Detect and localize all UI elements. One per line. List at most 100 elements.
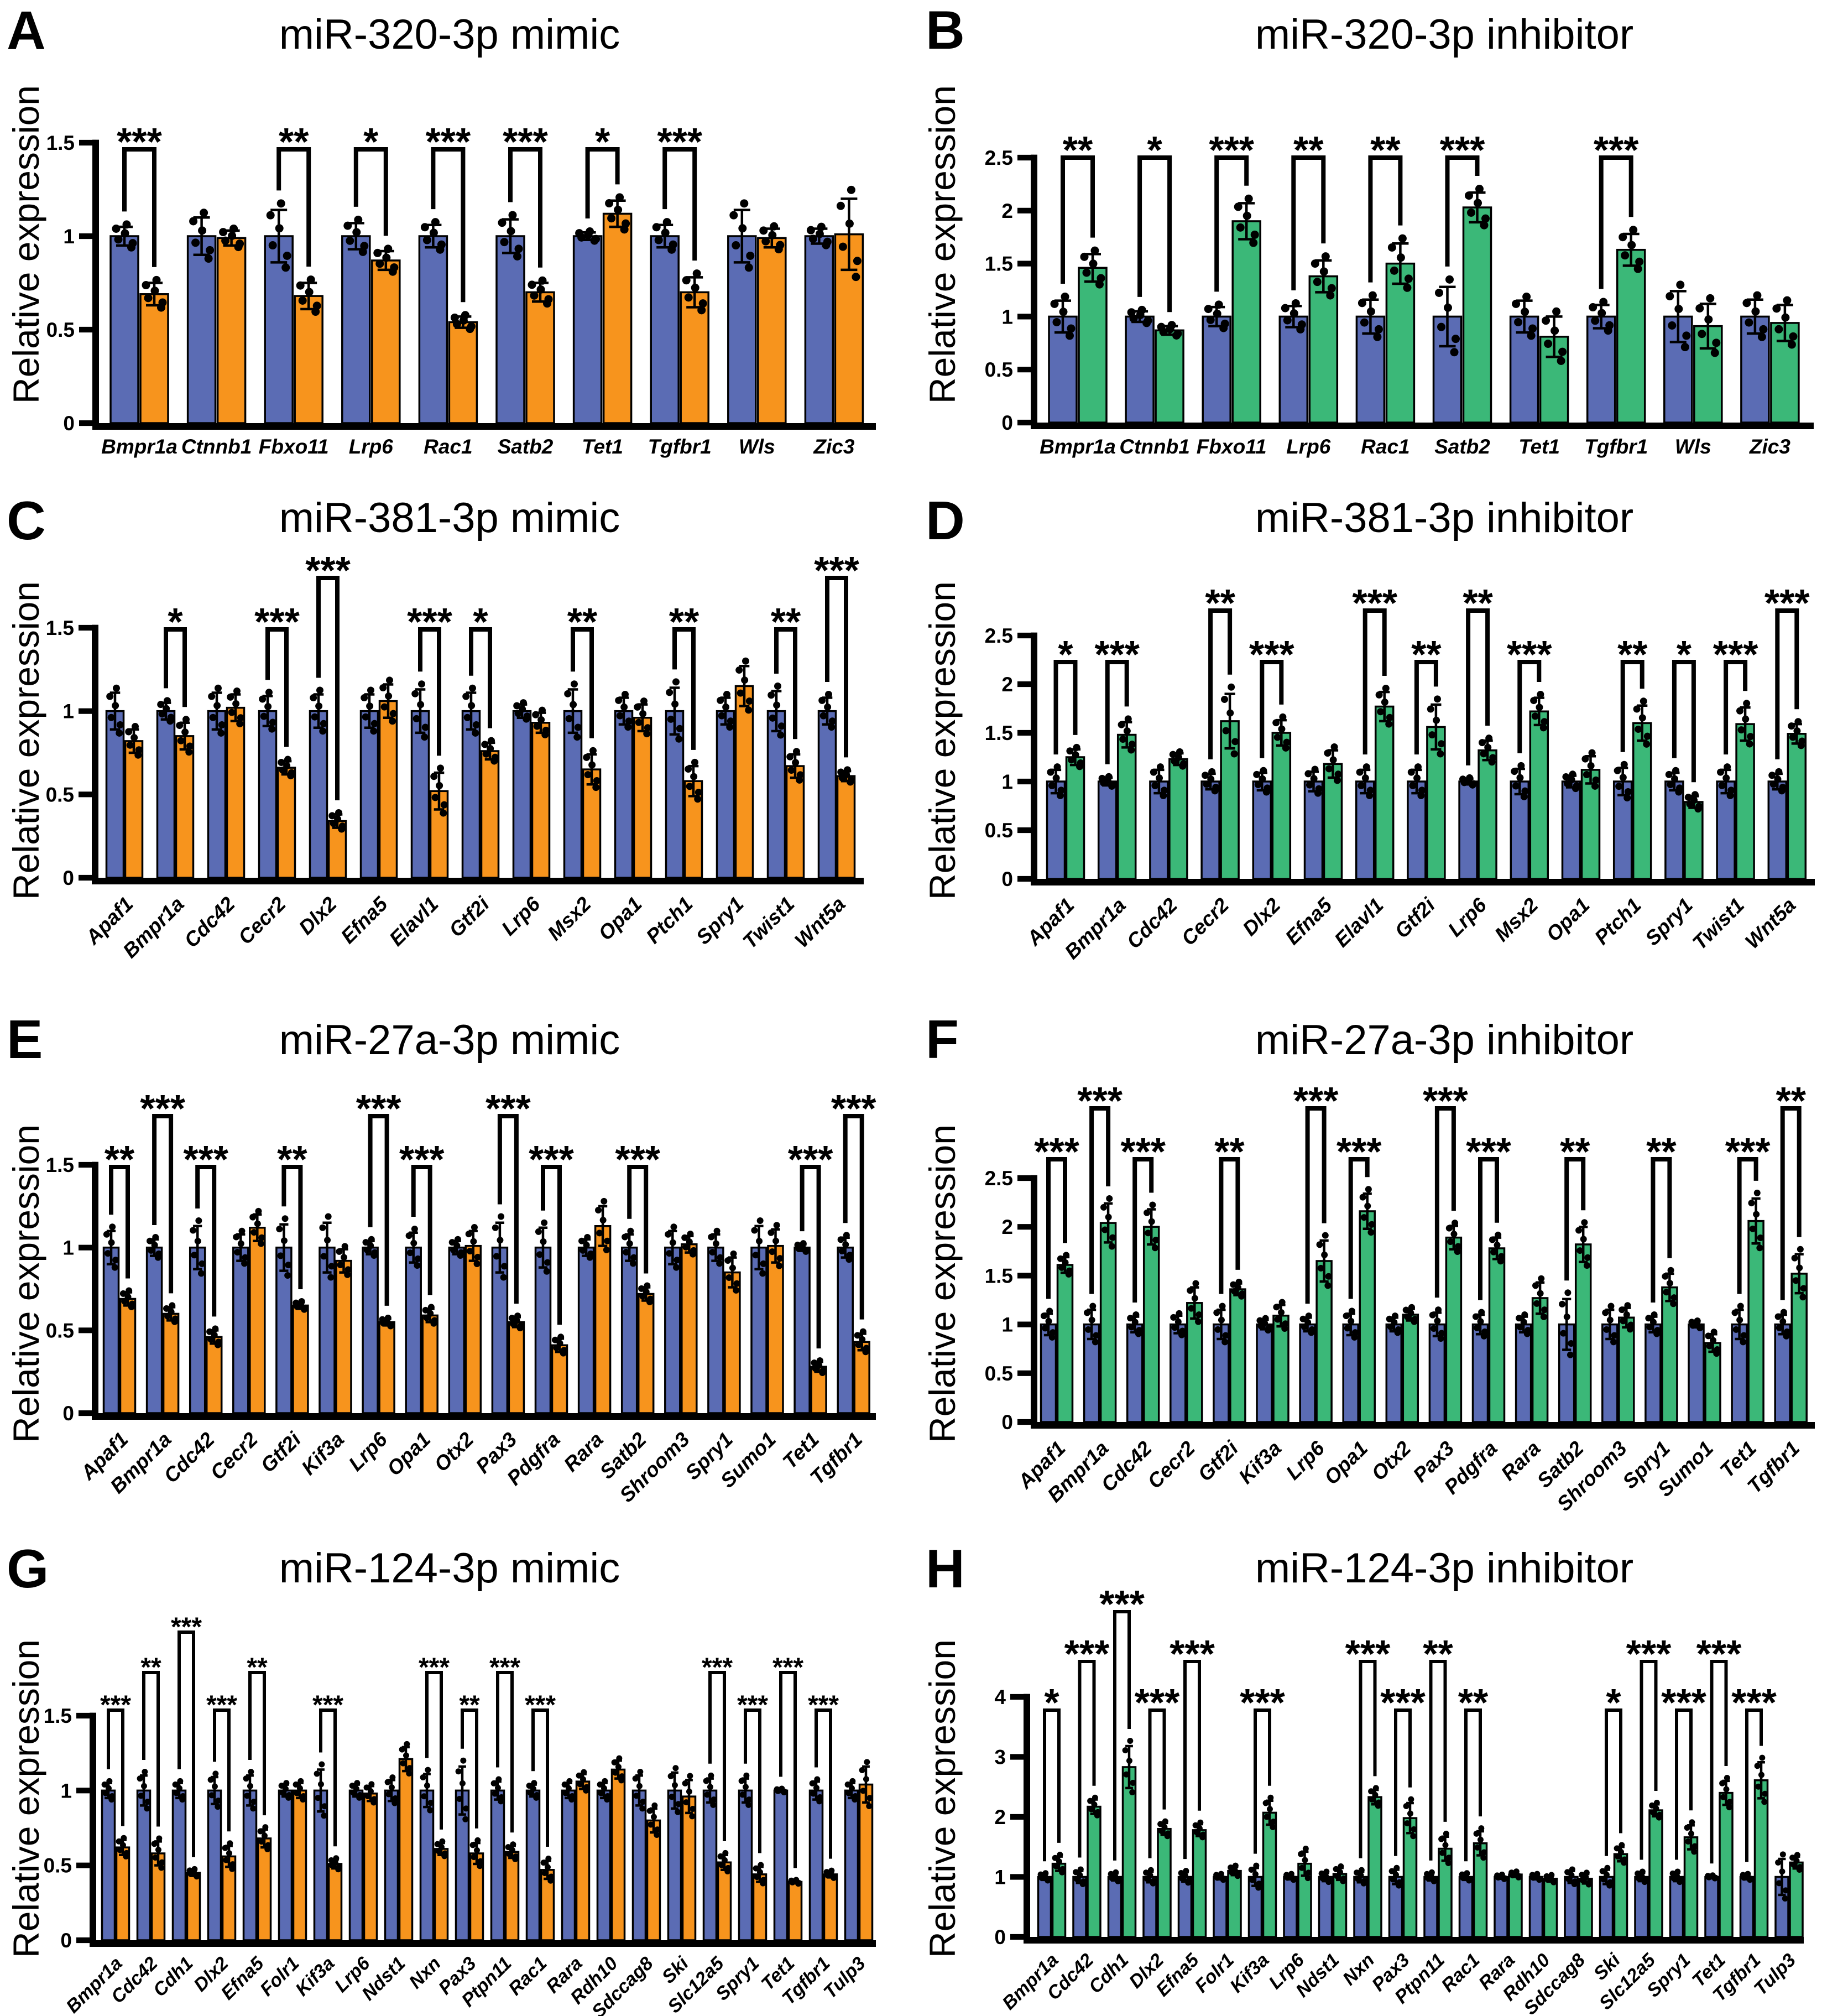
- bar-inhibitor: [1578, 1878, 1593, 1938]
- data-point: [1360, 1214, 1367, 1221]
- data-point: [1614, 767, 1621, 774]
- data-point: [1270, 1824, 1276, 1830]
- data-point: [1204, 305, 1213, 314]
- data-point: [670, 1223, 677, 1231]
- error-bar: [1104, 1202, 1113, 1244]
- data-point: [223, 1857, 229, 1863]
- data-point: [279, 1789, 286, 1796]
- bar-control: [1688, 1323, 1705, 1423]
- bar-control: [258, 710, 278, 879]
- data-point: [1768, 772, 1776, 779]
- data-point: [227, 693, 234, 701]
- data-point: [1431, 1876, 1438, 1883]
- data-point: [1726, 1804, 1732, 1811]
- data-point: [1742, 715, 1750, 723]
- data-point: [1206, 315, 1215, 324]
- error-bar: [668, 1230, 677, 1265]
- data-point: [819, 712, 827, 720]
- data-point: [1080, 1878, 1087, 1885]
- y-tick-label: 1.5: [985, 253, 1013, 275]
- data-point: [238, 1227, 246, 1234]
- data-point: [1727, 786, 1735, 794]
- data-point: [687, 1773, 693, 1779]
- data-point: [1372, 1791, 1379, 1798]
- data-point: [1580, 1236, 1587, 1243]
- data-point: [1156, 763, 1164, 771]
- data-point: [1781, 313, 1790, 322]
- data-point: [208, 692, 216, 700]
- data-point: [1301, 1323, 1308, 1330]
- data-point: [817, 222, 826, 231]
- data-point: [514, 710, 522, 717]
- bar-control: [1645, 1323, 1662, 1423]
- data-point: [632, 1775, 639, 1782]
- data-point: [1250, 230, 1259, 239]
- data-point: [1368, 1221, 1375, 1228]
- data-point: [1537, 1876, 1543, 1882]
- significance-bracket: [281, 1165, 303, 1289]
- data-point: [1691, 1848, 1698, 1855]
- data-point: [738, 1778, 745, 1784]
- error-bar: [246, 1774, 254, 1807]
- data-point: [1129, 314, 1138, 323]
- data-point: [592, 784, 600, 791]
- data-point: [1536, 704, 1543, 711]
- data-point: [1299, 1315, 1307, 1322]
- data-point: [1746, 740, 1753, 748]
- bar-control: [448, 1246, 466, 1414]
- significance-bracket: [1214, 155, 1249, 292]
- data-point: [616, 712, 624, 720]
- data-point: [1403, 283, 1412, 292]
- data-point: [509, 1320, 516, 1327]
- data-point: [126, 741, 134, 749]
- data-point: [1315, 785, 1323, 793]
- data-point: [1149, 1201, 1156, 1208]
- bar-group: Slc12a5***: [1595, 1632, 1672, 2014]
- data-point: [1391, 1319, 1398, 1326]
- data-point: [260, 712, 268, 720]
- data-point: [465, 1231, 472, 1238]
- data-point: [198, 226, 207, 235]
- data-point: [1455, 1243, 1461, 1250]
- bar-group: Nxn***: [1339, 1632, 1391, 1989]
- data-point: [1437, 322, 1445, 331]
- data-point: [1541, 718, 1548, 726]
- data-point: [1283, 316, 1292, 325]
- bar-control: [1318, 1876, 1333, 1938]
- data-point: [745, 697, 753, 705]
- bar-control: [109, 235, 139, 424]
- data-point: [622, 1233, 629, 1241]
- data-point: [751, 1227, 758, 1234]
- data-point: [1591, 782, 1599, 790]
- bar-control: [1423, 1876, 1438, 1938]
- data-point: [1793, 727, 1801, 734]
- y-axis-label: Relative expression: [6, 1124, 46, 1443]
- data-point: [490, 1780, 497, 1786]
- significance-label: *: [595, 120, 610, 163]
- data-point: [761, 237, 770, 246]
- data-point: [1619, 1306, 1626, 1314]
- data-point: [1472, 1313, 1479, 1320]
- y-axis-label: Relative expression: [922, 85, 963, 404]
- data-point: [1360, 318, 1369, 327]
- error-bar: [466, 691, 477, 731]
- data-point: [172, 1315, 179, 1322]
- y-tick-label: 1.5: [46, 617, 74, 639]
- data-point: [1445, 275, 1454, 284]
- bar-control: [1669, 1876, 1684, 1938]
- significance-bracket: [1137, 155, 1172, 312]
- error-bar: [106, 1230, 116, 1265]
- x-tick-label: Tgfbr1: [1584, 435, 1648, 458]
- y-axis-label: Relative expression: [6, 85, 46, 404]
- significance-label: **: [1646, 1130, 1677, 1173]
- bar-mimic: [205, 1336, 223, 1414]
- data-point: [1495, 1231, 1502, 1238]
- data-point: [1606, 1316, 1614, 1324]
- data-point: [531, 1780, 537, 1786]
- data-point: [222, 1845, 228, 1851]
- y-tick-label: 0: [1001, 868, 1013, 890]
- data-point: [1617, 1848, 1624, 1855]
- data-point: [1304, 1875, 1311, 1882]
- bar-control: [136, 1789, 152, 1941]
- data-point: [573, 733, 581, 741]
